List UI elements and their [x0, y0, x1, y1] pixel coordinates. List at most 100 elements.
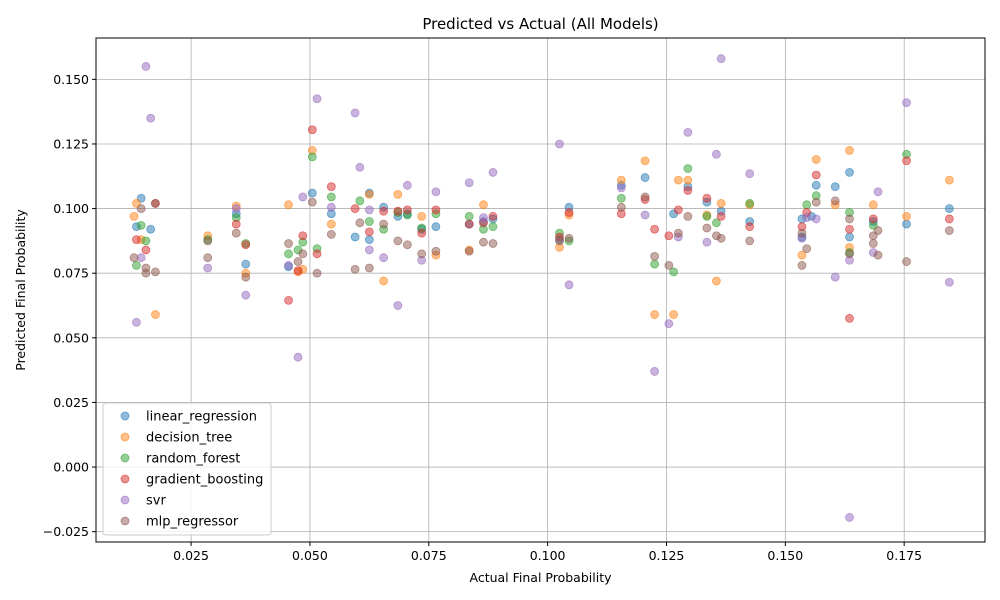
- linear_regression-point: [431, 222, 441, 232]
- random_forest-point: [683, 164, 693, 173]
- gradient_boosting-point: [132, 235, 141, 245]
- svr-point: [293, 352, 303, 362]
- y-tick-label: 0.050: [53, 330, 89, 345]
- gradient_boosting-point: [683, 186, 693, 195]
- mlp_regressor-point: [293, 257, 303, 266]
- mlp_regressor-point: [203, 253, 213, 263]
- random_forest-point: [702, 211, 712, 221]
- x-tick-label: 0.050: [292, 548, 328, 563]
- svr-point: [393, 301, 403, 310]
- decision_tree-point: [683, 175, 693, 185]
- decision_tree-point: [811, 155, 821, 164]
- decision_tree-point: [417, 211, 427, 221]
- random_forest-point: [284, 249, 293, 259]
- x-tick-label: 0.175: [886, 548, 922, 563]
- gradient_boosting-point: [902, 156, 911, 166]
- svr-point: [326, 202, 336, 212]
- mlp_regressor-point: [312, 268, 322, 278]
- decision_tree-point: [284, 200, 293, 210]
- svr-point: [745, 169, 755, 179]
- mlp_regressor-point: [151, 267, 160, 277]
- legend-label-svr: svr: [146, 494, 166, 509]
- mlp_regressor-point: [650, 251, 659, 261]
- gradient_boosting-point: [312, 249, 322, 259]
- mlp_regressor-point: [129, 253, 139, 263]
- mlp_regressor-point: [616, 202, 626, 212]
- svr-point: [902, 98, 911, 108]
- random_forest-point: [802, 200, 812, 210]
- x-tick-label: 0.100: [530, 548, 566, 563]
- decision_tree-point: [669, 310, 679, 319]
- mlp_regressor-point: [431, 246, 441, 256]
- gradient_boosting-point: [702, 193, 712, 203]
- svr-point: [241, 290, 251, 300]
- svr-point: [650, 367, 659, 376]
- mlp_regressor-point: [136, 204, 146, 213]
- legend-label-linear_regression: linear_regression: [146, 410, 257, 425]
- y-tick-label: −0.025: [43, 524, 89, 539]
- mlp_regressor-point: [298, 249, 308, 259]
- gradient_boosting-point: [364, 227, 374, 237]
- random_forest-point: [132, 261, 141, 270]
- mlp_regressor-point: [811, 197, 821, 207]
- mlp_regressor-point: [241, 272, 251, 282]
- gradient_boosting-point: [141, 245, 151, 255]
- legend-marker-random_forest: [120, 453, 130, 463]
- decision_tree-point: [151, 310, 160, 319]
- svr-point: [640, 210, 650, 220]
- mlp_regressor-point: [664, 261, 674, 270]
- random_forest-point: [136, 220, 146, 230]
- random_forest-point: [650, 259, 659, 269]
- mlp_regressor-point: [355, 218, 365, 228]
- gradient_boosting-point: [673, 205, 683, 215]
- svr-point: [284, 261, 293, 270]
- gradient_boosting-point: [845, 224, 854, 234]
- gradient_boosting-point: [326, 182, 336, 192]
- gradient_boosting-point: [944, 214, 954, 224]
- mlp_regressor-point: [231, 228, 241, 238]
- mlp_regressor-point: [379, 219, 389, 229]
- mlp_regressor-point: [802, 244, 812, 254]
- decision_tree-point: [673, 175, 683, 185]
- svr-point: [488, 167, 498, 177]
- svr-point: [464, 178, 474, 188]
- svr-point: [664, 319, 674, 329]
- gradient_boosting-point: [564, 208, 574, 217]
- linear_regression-point: [845, 232, 854, 242]
- legend-label-random_forest: random_forest: [146, 452, 240, 467]
- random_forest-point: [364, 217, 374, 226]
- points-layer: [129, 54, 954, 522]
- gradient_boosting-point: [379, 206, 389, 216]
- decision_tree-point: [479, 200, 488, 210]
- mlp_regressor-point: [797, 228, 807, 238]
- svr-point: [811, 214, 821, 224]
- random_forest-point: [488, 222, 498, 232]
- mlp_regressor-point: [797, 261, 807, 270]
- svr-point: [616, 183, 626, 193]
- gradient_boosting-point: [650, 224, 659, 234]
- gradient_boosting-point: [488, 211, 498, 221]
- legend-label-decision_tree: decision_tree: [146, 431, 232, 446]
- random_forest-point: [669, 267, 679, 277]
- linear_regression-point: [146, 224, 156, 234]
- decision_tree-point: [393, 189, 403, 199]
- legend-marker-decision_tree: [120, 432, 130, 442]
- decision_tree-point: [364, 189, 374, 199]
- mlp_regressor-point: [393, 236, 403, 246]
- linear_regression-point: [811, 180, 821, 190]
- mlp_regressor-point: [845, 249, 854, 259]
- decision_tree-point: [845, 146, 854, 155]
- mlp_regressor-point: [350, 264, 360, 274]
- mlp_regressor-point: [716, 233, 726, 243]
- legend: linear_regression decision_tree random_for…: [102, 402, 272, 536]
- mlp_regressor-point: [873, 226, 883, 235]
- svr-point: [431, 187, 441, 197]
- svr-point: [203, 263, 213, 273]
- svr-point: [716, 54, 726, 64]
- svr-point: [555, 139, 564, 149]
- decision_tree-point: [650, 310, 659, 319]
- gradient_boosting-point: [664, 231, 674, 241]
- mlp_regressor-point: [203, 236, 213, 246]
- gradient_boosting-point: [417, 228, 427, 238]
